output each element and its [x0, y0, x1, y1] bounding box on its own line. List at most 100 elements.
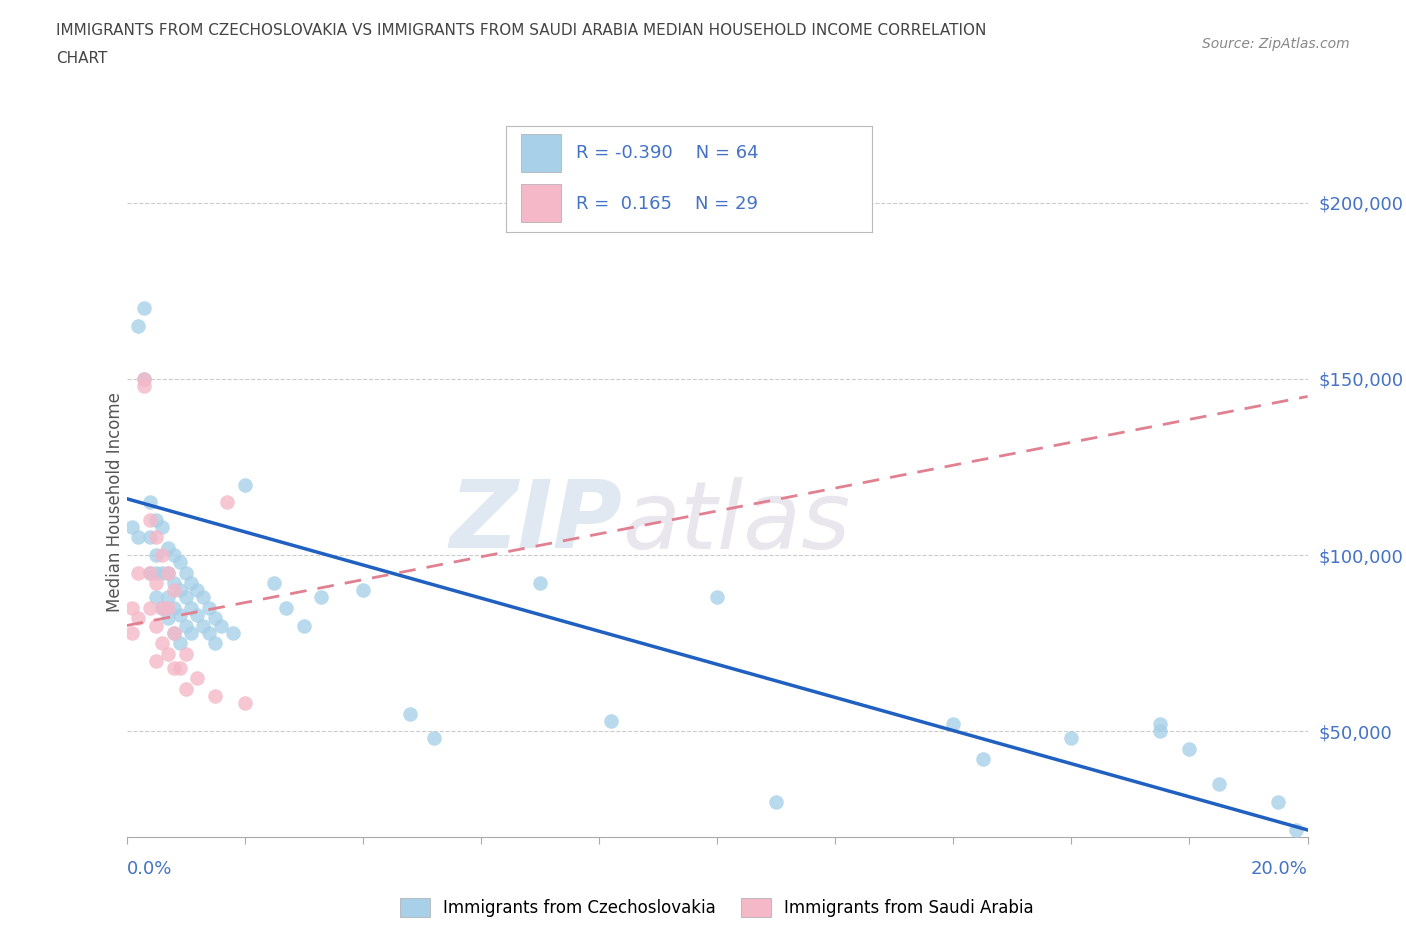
Point [150, 601, 173, 616]
Point [139, 565, 162, 580]
Point [127, 530, 149, 545]
Point [169, 554, 191, 569]
Point [706, 590, 728, 604]
Point [163, 576, 186, 591]
Point [156, 565, 179, 580]
Legend: Immigrants from Czechoslovakia, Immigrants from Saudi Arabia: Immigrants from Czechoslovakia, Immigran… [394, 892, 1040, 924]
Text: atlas: atlas [623, 477, 851, 568]
Point [139, 495, 162, 510]
Point [121, 601, 143, 616]
Point [145, 576, 167, 591]
Point [139, 512, 162, 527]
Point [765, 794, 787, 809]
Y-axis label: Median Household Income: Median Household Income [107, 392, 124, 612]
Point [311, 590, 333, 604]
Point [169, 660, 191, 675]
Point [180, 576, 202, 591]
Point [174, 565, 197, 580]
Point [156, 601, 179, 616]
Point [163, 583, 186, 598]
Point [193, 618, 215, 633]
Point [204, 688, 226, 703]
Point [127, 319, 149, 334]
Point [186, 607, 208, 622]
Text: CHART: CHART [56, 51, 108, 66]
Point [150, 636, 173, 651]
Text: R = -0.390    N = 64: R = -0.390 N = 64 [575, 144, 758, 162]
Point [169, 607, 191, 622]
Point [134, 379, 156, 393]
Point [145, 565, 167, 580]
Point [263, 576, 285, 591]
Point [156, 565, 179, 580]
Point [145, 590, 167, 604]
Point [174, 646, 197, 661]
Point [169, 636, 191, 651]
Point [1285, 822, 1308, 837]
Point [145, 530, 167, 545]
Point [215, 495, 238, 510]
Bar [520, 134, 561, 171]
Point [204, 636, 226, 651]
Point [163, 601, 186, 616]
Point [1178, 741, 1201, 756]
Point [139, 565, 162, 580]
Point [145, 512, 167, 527]
Point [222, 625, 245, 640]
Point [121, 520, 143, 535]
Point [274, 601, 297, 616]
Point [1149, 717, 1171, 732]
Point [163, 625, 186, 640]
Point [150, 601, 173, 616]
Point [186, 583, 208, 598]
Point [150, 520, 173, 535]
Point [121, 625, 143, 640]
Point [233, 477, 256, 492]
Point [599, 713, 621, 728]
Point [150, 548, 173, 563]
Point [145, 548, 167, 563]
Text: 20.0%: 20.0% [1251, 860, 1308, 878]
Point [127, 611, 149, 626]
Point [169, 583, 191, 598]
Point [352, 583, 374, 598]
Point [127, 565, 149, 580]
Point [163, 625, 186, 640]
Bar [520, 184, 561, 221]
Point [233, 696, 256, 711]
Text: R =  0.165    N = 29: R = 0.165 N = 29 [575, 195, 758, 213]
Point [186, 671, 208, 685]
Point [156, 540, 179, 555]
Point [942, 717, 965, 732]
Point [529, 576, 551, 591]
Point [1060, 731, 1083, 746]
Point [399, 706, 422, 721]
Point [198, 601, 221, 616]
Point [1208, 777, 1230, 791]
Point [145, 654, 167, 669]
Point [1149, 724, 1171, 738]
Point [193, 590, 215, 604]
Point [139, 530, 162, 545]
Point [139, 601, 162, 616]
Point [209, 618, 232, 633]
Point [204, 611, 226, 626]
Text: IMMIGRANTS FROM CZECHOSLOVAKIA VS IMMIGRANTS FROM SAUDI ARABIA MEDIAN HOUSEHOLD : IMMIGRANTS FROM CZECHOSLOVAKIA VS IMMIGR… [56, 23, 987, 38]
Text: 0.0%: 0.0% [127, 860, 172, 878]
Point [156, 611, 179, 626]
Point [156, 590, 179, 604]
Point [163, 660, 186, 675]
Point [422, 731, 444, 746]
Point [180, 601, 202, 616]
Point [145, 618, 167, 633]
Point [134, 371, 156, 386]
Point [292, 618, 315, 633]
Point [150, 565, 173, 580]
Point [1267, 794, 1289, 809]
Point [174, 682, 197, 697]
Point [163, 548, 186, 563]
Point [174, 618, 197, 633]
Point [134, 371, 156, 386]
Point [174, 590, 197, 604]
Point [156, 646, 179, 661]
